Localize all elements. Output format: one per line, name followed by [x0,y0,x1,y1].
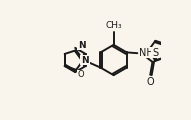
Text: N: N [81,56,89,65]
Text: NH: NH [139,48,154,58]
Text: CH₃: CH₃ [106,21,123,30]
Text: O: O [146,77,154,87]
Text: N: N [78,41,85,50]
Text: O: O [77,70,84,79]
Text: S: S [152,48,158,58]
